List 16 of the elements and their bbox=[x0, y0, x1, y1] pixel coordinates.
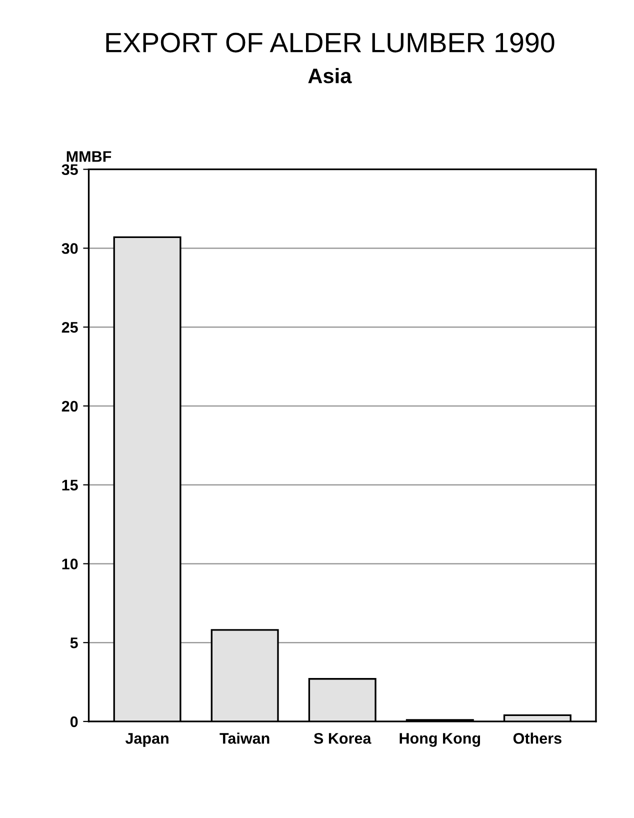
y-tick-label: 20 bbox=[62, 400, 78, 412]
x-tick-label: S Korea bbox=[314, 732, 372, 744]
y-tick-label: 35 bbox=[62, 164, 78, 176]
y-tick-label: 5 bbox=[70, 638, 78, 648]
x-tick-label: Others bbox=[513, 732, 562, 744]
y-axis-title: MMBF bbox=[66, 151, 112, 162]
x-tick-label: Japan bbox=[125, 733, 168, 747]
chart-title: EXPORT OF ALDER LUMBER 1990 bbox=[106, 32, 554, 52]
chart-subtitle: Asia bbox=[308, 68, 352, 84]
y-tick-label: 25 bbox=[62, 322, 78, 333]
x-tick-label: Taiwan bbox=[220, 732, 270, 744]
x-tick-label: Hong Kong bbox=[400, 733, 480, 747]
y-tick-label: 15 bbox=[62, 480, 78, 491]
y-tick-label: 0 bbox=[70, 716, 78, 728]
y-tick-label: 10 bbox=[62, 558, 78, 570]
y-tick-label: 30 bbox=[62, 243, 78, 254]
